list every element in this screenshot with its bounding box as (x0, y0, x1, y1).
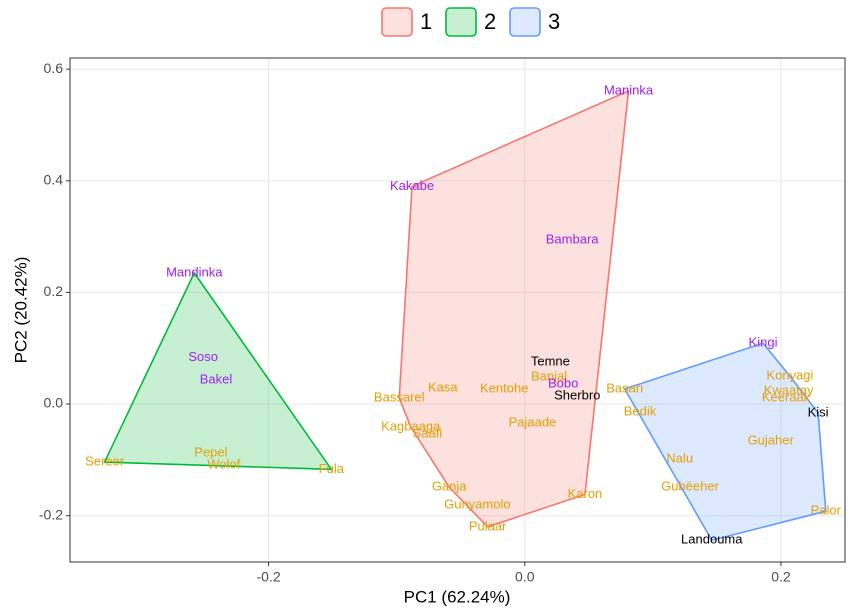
group-hull (623, 342, 827, 542)
point-label: Gunyamolo (444, 497, 510, 512)
y-axis-title: PC2 (20.42%) (11, 257, 30, 364)
plot-border (69, 57, 846, 563)
point-label: Sereer (85, 454, 125, 469)
point-label: Pepel (194, 445, 227, 460)
point-label: Nalu (666, 451, 693, 466)
legend-label: 1 (420, 9, 432, 34)
point-label: Kingi (749, 335, 778, 350)
x-tick-label: 0.2 (771, 569, 791, 585)
point-label: Kasa (428, 379, 458, 394)
point-label: Basari (606, 380, 643, 395)
plot-background (70, 58, 845, 562)
y-tick-label: 0.4 (44, 171, 64, 187)
point-label: Banjal (531, 369, 567, 384)
point-label: Kentohe (480, 380, 528, 395)
point-label: Bobo (548, 375, 578, 390)
legend-label: 2 (484, 9, 496, 34)
y-tick-label: 0.0 (44, 395, 64, 411)
point-label: Palor (811, 503, 842, 518)
group-hull (103, 271, 333, 471)
point-label: Bambara (546, 231, 600, 246)
point-label: Kwaatay (764, 383, 814, 398)
point-label: Fula (319, 461, 345, 476)
point-label: Ganja (432, 479, 467, 494)
y-tick-label: -0.2 (39, 506, 63, 522)
point-label: Karon (568, 486, 603, 501)
point-label: Mandinka (166, 264, 223, 279)
legend-key (509, 7, 541, 37)
point-label: Wolof (207, 456, 240, 471)
point-label: Kisi (808, 404, 829, 419)
point-label: Keeraak (762, 389, 811, 404)
point-label: Konyagi (766, 368, 813, 383)
point-label: Kagbaaga (381, 418, 441, 433)
point-label: Landouma (681, 532, 743, 547)
point-label: Pulaar (469, 518, 507, 533)
x-tick-label: 0.0 (515, 569, 535, 585)
legend-key (445, 7, 477, 37)
legend-label: 3 (548, 9, 560, 34)
x-tick-label: -0.2 (256, 569, 280, 585)
y-tick-label: 0.2 (44, 283, 64, 299)
point-label: Bassarel (374, 389, 425, 404)
point-label: Kakabe (390, 178, 434, 193)
point-label: Sherbro (554, 388, 600, 403)
x-axis-title: PC1 (62.24%) (404, 587, 511, 606)
point-label: Soso (188, 349, 218, 364)
y-tick-label: 0.6 (44, 60, 64, 76)
point-label: Temne (531, 354, 570, 369)
group-hull (398, 89, 630, 528)
point-label: Bakel (200, 371, 233, 386)
point-label: Bedik (624, 403, 657, 418)
legend-key (381, 7, 413, 37)
legend: 1 2 3 (381, 7, 560, 37)
point-label: Gujaher (748, 432, 795, 447)
point-label: Saafi (413, 426, 443, 441)
point-label: Maninka (604, 82, 654, 97)
point-label: Gubëeher (661, 479, 719, 494)
point-label: Pajaade (509, 414, 557, 429)
